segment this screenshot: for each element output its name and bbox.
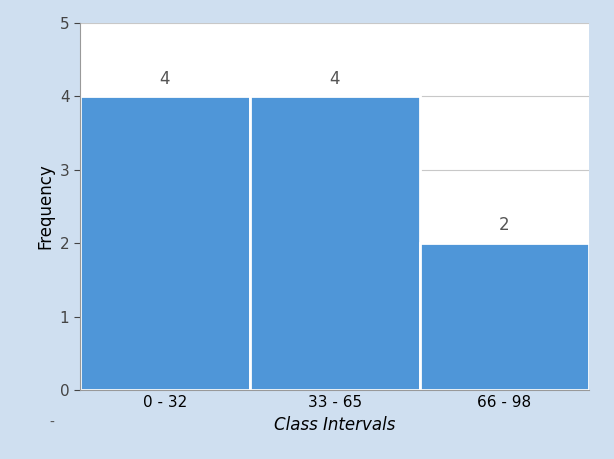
Text: 4: 4 [329, 70, 340, 88]
X-axis label: Class Intervals: Class Intervals [274, 415, 395, 434]
Text: 2: 2 [499, 217, 510, 235]
Bar [80, 96, 250, 390]
Bar [419, 243, 589, 390]
Bar [250, 96, 419, 390]
Text: 4: 4 [160, 70, 170, 88]
Text: -: - [50, 416, 55, 430]
Y-axis label: Frequency: Frequency [36, 164, 54, 249]
